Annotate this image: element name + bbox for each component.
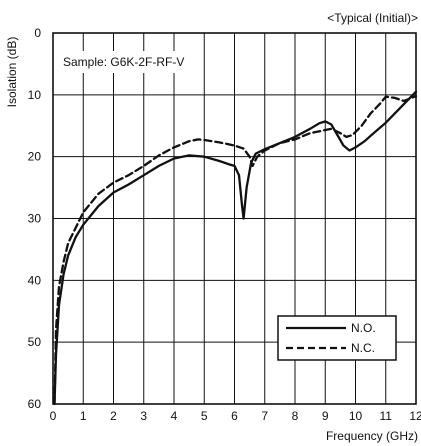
y-tick-label: 10 [28,88,42,102]
y-tick-label: 30 [28,212,42,226]
series-layer [53,90,418,406]
sample-annotation: Sample: G6K-2F-RF-V [63,55,184,69]
x-tick-labels: 0 1 2 3 4 5 6 7 8 9 10 11 12 [50,409,421,423]
x-tick-label: 1 [80,409,87,423]
x-tick-label: 7 [261,409,268,423]
y-tick-label: 40 [28,273,42,287]
x-tick-label: 5 [201,409,208,423]
x-tick-label: 10 [349,409,363,423]
x-tick-label: 3 [140,409,147,423]
series-line-nc [53,94,418,406]
x-tick-label: 0 [50,409,57,423]
x-tick-label: 11 [380,409,393,423]
legend-box [277,315,397,361]
annotation-box [55,51,181,73]
x-tick-label: 8 [292,409,299,423]
legend: N.O. N.C. [277,315,397,361]
legend-label-no: N.O. [351,321,376,335]
x-tick-label: 6 [231,409,238,423]
x-tick-label: 9 [322,409,329,423]
y-axis-label: Isolation (dB) [5,37,19,108]
plot-frame [52,32,417,405]
x-axis-label: Frequency (GHz) [326,429,418,443]
y-tick-label: 20 [28,150,42,164]
x-tick-label: 12 [409,409,421,423]
legend-label-nc: N.C. [351,341,375,355]
plot-grid [53,33,416,404]
y-tick-label: 60 [28,397,42,411]
x-tick-label: 2 [110,409,117,423]
y-tick-label: 50 [28,335,42,349]
y-tick-label: 0 [34,26,41,40]
x-tick-label: 4 [171,409,178,423]
series-line-no [53,90,418,406]
y-tick-labels: 0 10 20 30 40 50 60 [28,26,42,411]
chart-title: <Typical (Initial)> [327,11,418,25]
